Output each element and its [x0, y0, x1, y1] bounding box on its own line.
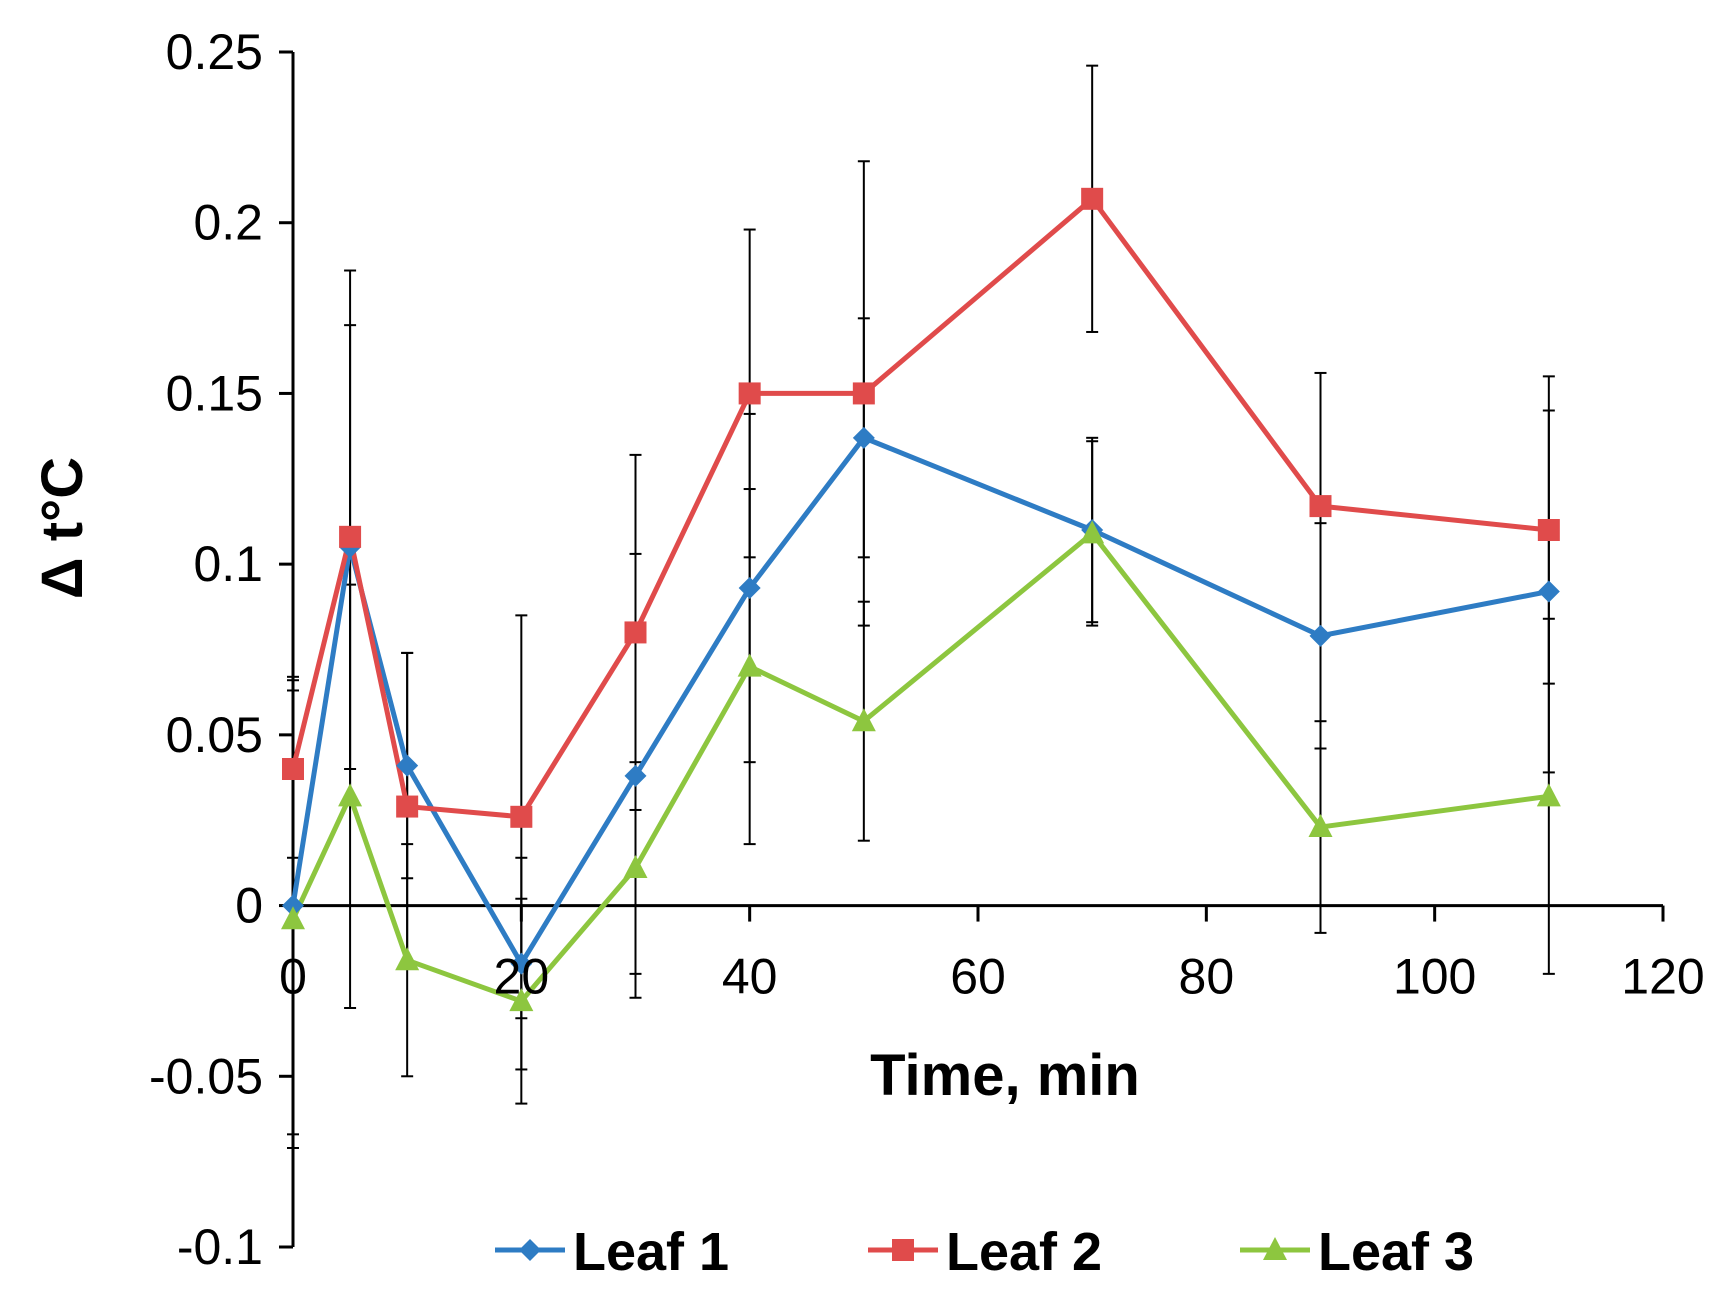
- data-point-leaf-2: [396, 795, 419, 818]
- data-point-leaf-3: [281, 906, 305, 930]
- y-tick-label: -0.1: [177, 1219, 263, 1275]
- tick-labels: -0.1 -0.05 0 0.05 0.1 0.15 0.2 0.25 0 20 40 60 80 100…: [149, 24, 1705, 1275]
- legend-label-leaf-2: Leaf 2: [946, 1222, 1102, 1282]
- x-tick-label: 0: [279, 949, 307, 1005]
- data-point-leaf-3: [851, 708, 876, 732]
- legend: Leaf 1 Leaf 2 Leaf 3: [495, 1222, 1474, 1282]
- y-tick-label: 0.2: [193, 195, 263, 251]
- data-point-leaf-3: [737, 653, 762, 677]
- x-tick-label: 60: [950, 949, 1006, 1005]
- x-tick-label: 20: [494, 949, 550, 1005]
- y-axis-title: Δ t°C: [30, 457, 95, 599]
- y-tick-label: -0.05: [149, 1048, 263, 1104]
- data-point-leaf-1: [624, 764, 647, 787]
- data-point-leaf-3: [509, 988, 534, 1012]
- data-point-leaf-2: [1309, 495, 1332, 518]
- data-point-leaf-2: [738, 382, 761, 405]
- legend-label-leaf-1: Leaf 1: [573, 1222, 729, 1282]
- data-point-leaf-1: [282, 894, 304, 917]
- data-point-leaf-3: [1308, 814, 1333, 838]
- series-lines: [290, 196, 1550, 1004]
- x-axis-title: Time, min: [870, 1043, 1140, 1108]
- series-line-leaf-2: [290, 196, 1550, 820]
- legend-marker-leaf-1: [519, 1239, 541, 1261]
- data-point-leaf-2: [852, 382, 875, 405]
- data-point-leaf-2: [1537, 519, 1560, 541]
- data-point-leaf-1: [1309, 624, 1332, 647]
- y-tick-label: 0.1: [193, 536, 263, 592]
- y-tick-label: 0.05: [166, 707, 263, 763]
- y-tick-label: 0: [235, 878, 263, 934]
- legend-marker-leaf-3: [1263, 1237, 1287, 1260]
- data-point-leaf-3: [395, 947, 420, 971]
- data-point-leaf-1: [738, 577, 761, 600]
- data-point-leaf-2: [510, 805, 533, 828]
- y-tick-label: 0.15: [166, 365, 263, 421]
- data-point-leaf-1: [510, 952, 533, 975]
- data-point-leaf-2: [282, 758, 304, 780]
- data-point-leaf-3: [338, 783, 363, 807]
- x-tick-label: 100: [1393, 949, 1476, 1005]
- data-point-leaf-2: [1081, 187, 1104, 210]
- legend-label-leaf-3: Leaf 3: [1318, 1222, 1474, 1282]
- data-point-leaf-3: [623, 855, 648, 879]
- series-markers: [281, 187, 1561, 1012]
- x-tick-label: 120: [1621, 949, 1704, 1005]
- data-point-leaf-2: [624, 621, 647, 644]
- series-line-leaf-3: [290, 530, 1550, 1004]
- data-point-leaf-1: [1537, 580, 1560, 603]
- data-point-leaf-1: [396, 754, 419, 777]
- legend-marker-leaf-2: [892, 1239, 914, 1261]
- data-point-leaf-3: [1080, 520, 1105, 544]
- data-point-leaf-1: [852, 426, 875, 449]
- data-point-leaf-3: [1536, 783, 1561, 807]
- y-tick-label: 0.25: [166, 24, 263, 80]
- x-tick-label: 80: [1179, 949, 1235, 1005]
- series-line-leaf-1: [290, 435, 1550, 967]
- x-tick-label: 40: [722, 949, 778, 1005]
- data-point-leaf-2: [339, 525, 362, 548]
